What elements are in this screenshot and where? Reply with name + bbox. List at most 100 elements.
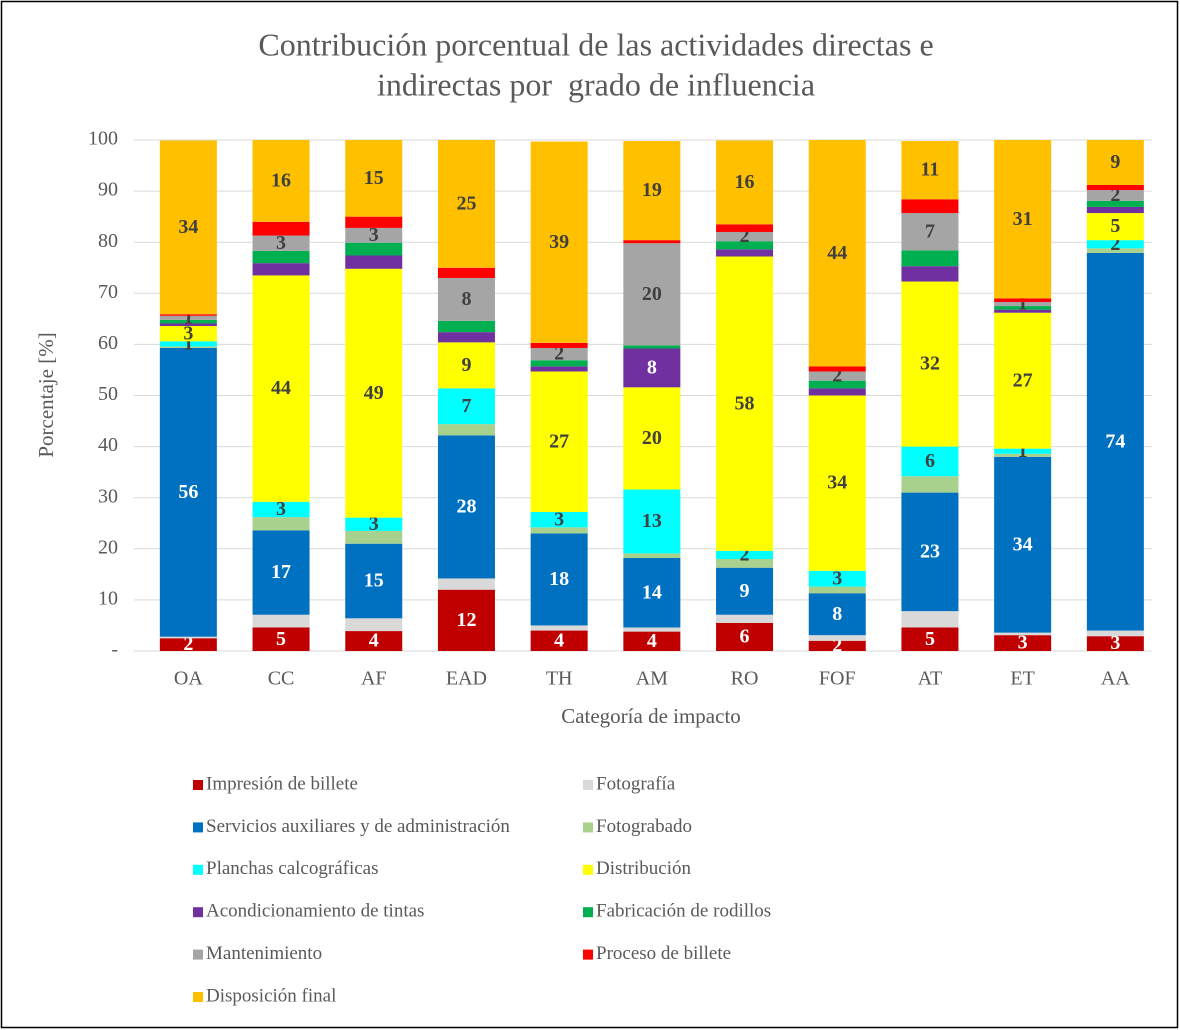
bar-segment (1086, 206, 1144, 214)
bar-segment (994, 306, 1052, 310)
bar-segment (345, 216, 403, 228)
data-label: 34 (1013, 533, 1033, 555)
y-tick-label: 80 (98, 230, 118, 252)
bar-segment (252, 275, 310, 502)
bar-segment (345, 242, 403, 256)
bar-segment (252, 235, 310, 251)
data-label: 2 (832, 365, 842, 387)
bar-segment (437, 320, 495, 333)
legend-label: Planchas calcográficas (206, 858, 379, 879)
bar-segment (623, 348, 681, 388)
y-tick-label: 20 (98, 536, 118, 558)
bar-segment (530, 141, 588, 343)
bar-segment (901, 627, 959, 651)
legend-label: Servicios auxiliares y de administración (206, 816, 510, 837)
bar-segment (623, 627, 681, 632)
bar-segment (437, 435, 495, 579)
bar-segment (159, 341, 217, 347)
y-tick-label: 30 (98, 485, 118, 507)
data-label: 14 (642, 581, 662, 603)
bar-segment (252, 530, 310, 615)
data-label: 15 (364, 167, 384, 189)
y-tick-label: 40 (98, 434, 118, 456)
bar-segment (808, 640, 866, 651)
data-label: 2 (832, 634, 842, 656)
bar-segment (437, 342, 495, 389)
data-label: 39 (549, 231, 569, 253)
bar-segment (1086, 248, 1144, 253)
bar-segment (716, 224, 774, 232)
x-tick-label: AF (361, 668, 387, 690)
data-label: 2 (1110, 233, 1120, 255)
bar-segment (1086, 636, 1144, 651)
bar-segment (1086, 630, 1144, 637)
bar-segment (808, 371, 866, 381)
legend-swatch (193, 864, 203, 875)
bar-segment (901, 266, 959, 282)
x-tick-label: EAD (446, 668, 487, 690)
bar-segment (901, 611, 959, 628)
bar-segment (994, 635, 1052, 651)
data-label: 9 (461, 354, 471, 376)
bar-segment (901, 281, 959, 447)
data-label: 23 (920, 540, 940, 562)
bar-segment (252, 517, 310, 531)
data-label: 1 (1018, 293, 1028, 315)
legend-swatch (583, 780, 593, 790)
bar-segment (345, 227, 403, 243)
bar-segment (994, 456, 1052, 633)
bar-segment (530, 630, 588, 651)
bar-segment (716, 550, 774, 560)
bar-segment (345, 631, 403, 651)
bar-segment (716, 249, 774, 257)
y-tick-label: 60 (98, 332, 118, 354)
bar-segment (994, 312, 1052, 449)
bar-segment (437, 140, 495, 268)
bar-segment (623, 345, 681, 349)
data-label: 2 (740, 225, 750, 247)
bar-segment (901, 141, 959, 200)
bar-segment (716, 567, 774, 615)
bar-segment (901, 250, 959, 267)
data-label: 4 (554, 629, 564, 651)
data-label: 27 (1013, 369, 1033, 391)
bar-segment (437, 388, 495, 425)
bar-segment (901, 199, 959, 214)
bar-segment (994, 453, 1052, 457)
legend-label: Fotograbado (596, 816, 692, 837)
x-tick-label: CC (268, 668, 295, 690)
bar-segment (901, 492, 959, 612)
bar-segment (345, 517, 403, 531)
data-label: 19 (642, 179, 662, 201)
data-label: 3 (183, 322, 193, 344)
data-label: 5 (276, 628, 286, 650)
data-label: 31 (1013, 208, 1033, 230)
data-label: 3 (1110, 632, 1120, 654)
data-label: 1 (1018, 440, 1028, 462)
bar-segment (623, 141, 681, 241)
bar-segment (159, 638, 217, 651)
bar-segment (808, 140, 866, 367)
data-label: 5 (1110, 215, 1120, 237)
data-label: 11 (920, 159, 939, 181)
y-tick-label: 10 (98, 587, 118, 609)
bar-segment (994, 632, 1052, 636)
data-label: 7 (461, 395, 471, 417)
bar-segment (623, 240, 681, 244)
bar-segment (716, 231, 774, 242)
bar-segment (623, 243, 681, 346)
data-label: 58 (735, 392, 755, 414)
bar-segment (252, 614, 310, 628)
bar-segment (252, 501, 310, 518)
data-label: 8 (647, 356, 657, 378)
bar-segment (808, 366, 866, 372)
bar-segment (994, 301, 1052, 307)
data-label: 4 (369, 630, 379, 652)
bar-segment (808, 388, 866, 396)
legend-swatch (193, 992, 203, 1002)
data-label: 9 (740, 580, 750, 602)
data-label: 27 (549, 430, 569, 452)
bar-segment (716, 614, 774, 623)
bar-segment (159, 346, 217, 348)
data-label: 44 (271, 377, 291, 399)
